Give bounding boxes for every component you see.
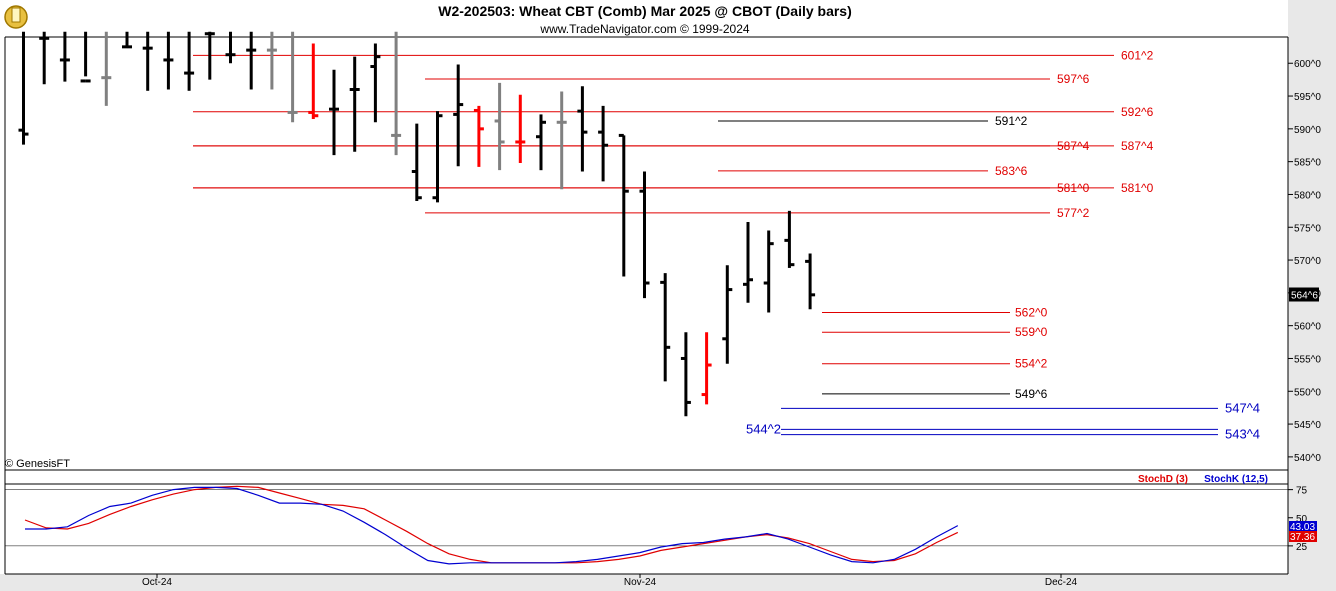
level-label: 592^6 [1121, 105, 1154, 119]
level-label: 597^6 [1057, 72, 1090, 86]
level-label: 559^0 [1015, 325, 1048, 339]
level-label: 581^0 [1121, 181, 1154, 195]
stoch-d-value-box [1289, 531, 1317, 542]
level-label: 562^0 [1015, 306, 1048, 320]
level-label: 544^2 [746, 421, 781, 436]
stoch-d-line [24, 485, 959, 564]
stoch-k-line [25, 486, 959, 565]
level-label: 601^2 [1121, 48, 1154, 62]
stoch-d-value: 37.36 [1290, 532, 1315, 543]
price-tick-label: 600^0 [1294, 59, 1321, 70]
level-label: 554^2 [1015, 357, 1048, 371]
last-price-label: 564^6 [1291, 291, 1318, 302]
stoch-k-value: 43.03 [1290, 522, 1315, 533]
logo-icon-detail [11, 7, 21, 23]
level-label: 549^6 [1015, 387, 1048, 401]
price-tick-label: 575^0 [1294, 223, 1321, 234]
genesis-watermark: © GenesisFT [5, 458, 70, 470]
stoch-tick-label: 50 [1296, 514, 1308, 525]
price-tick-label: 595^0 [1294, 92, 1321, 103]
price-tick-label: 570^0 [1294, 256, 1321, 267]
last-price-marker [1289, 287, 1319, 302]
price-tick-label: 540^0 [1294, 453, 1321, 464]
time-axis-panel [0, 574, 1288, 591]
time-tick-label: Oct-24 [142, 577, 172, 588]
stoch-tick-label: 75 [1296, 486, 1308, 497]
price-tick-label: 585^0 [1294, 158, 1321, 169]
time-tick-label: Dec-24 [1045, 577, 1078, 588]
price-tick-label: 545^0 [1294, 420, 1321, 431]
level-label: 547^4 [1225, 400, 1260, 415]
chart-title: W2-202503: Wheat CBT (Comb) Mar 2025 @ C… [438, 3, 852, 19]
price-tick-label: 555^0 [1294, 354, 1321, 365]
price-tick-label: 580^0 [1294, 190, 1321, 201]
stoch-tick-label: 25 [1296, 542, 1308, 553]
price-tick-label: 550^0 [1294, 387, 1321, 398]
level-label: 587^4 [1121, 139, 1154, 153]
time-tick-label: Nov-24 [624, 577, 657, 588]
chart-subtitle: www.TradeNavigator.com © 1999-2024 [540, 22, 750, 36]
price-tick-label: 560^0 [1294, 322, 1321, 333]
level-label: 577^2 [1057, 206, 1090, 220]
stoch-d-legend: StochD (3) [1138, 474, 1188, 485]
level-label: 543^4 [1225, 427, 1260, 442]
stoch-k-value-box [1289, 521, 1317, 531]
price-tick-label: 590^0 [1294, 125, 1321, 136]
level-label: 591^2 [995, 114, 1028, 128]
stoch-k-legend: StochK (12,5) [1204, 474, 1268, 485]
panel-separator [0, 470, 1288, 484]
level-label: 583^6 [995, 164, 1028, 178]
